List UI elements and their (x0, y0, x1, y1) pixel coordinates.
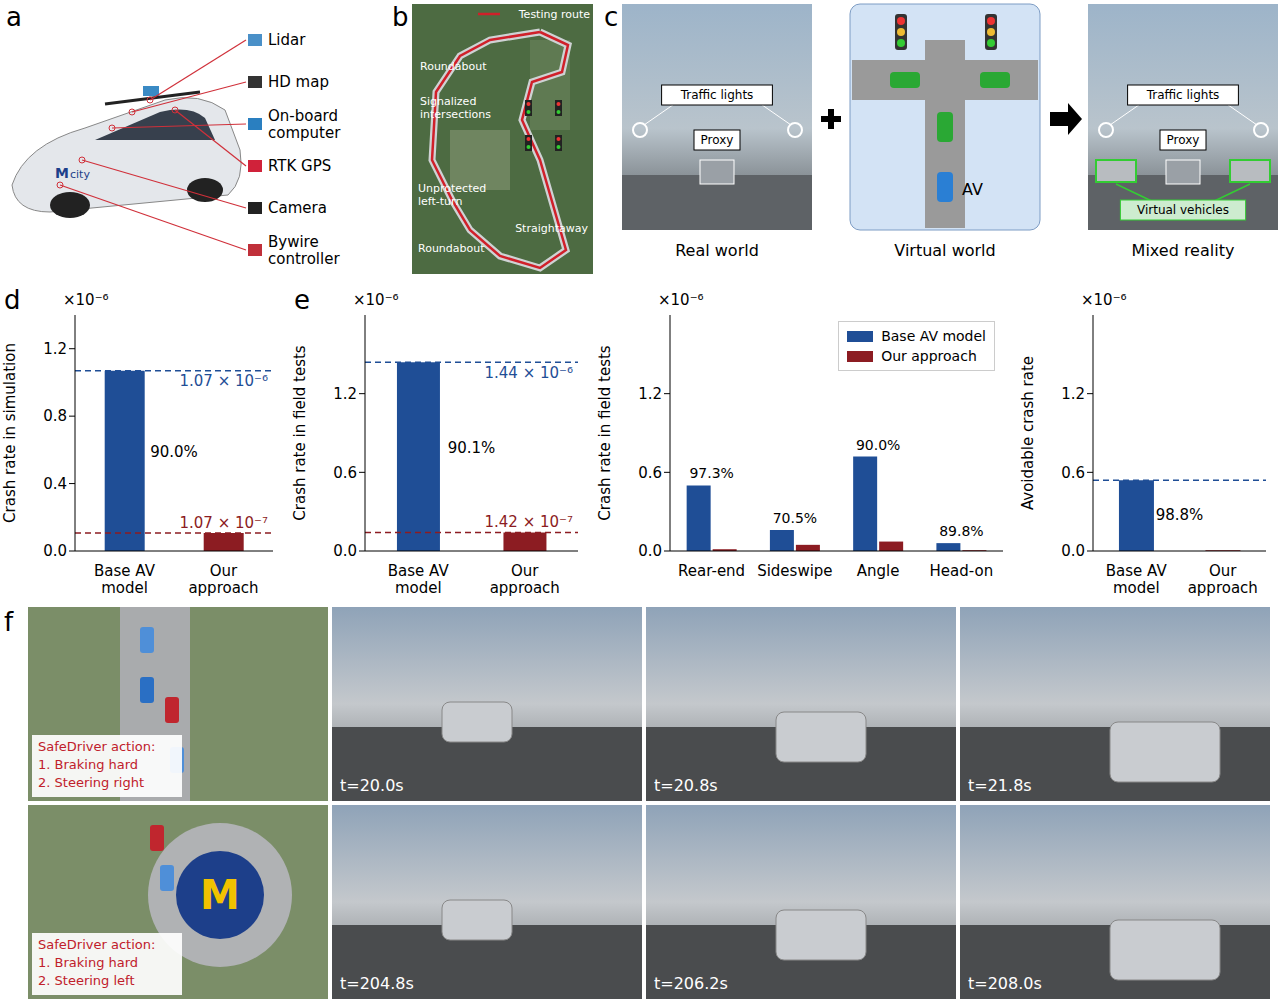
html-text:d: d (4, 285, 21, 315)
svg-text:Roundabout: Roundabout (418, 242, 485, 255)
svg-text:Ourapproach: Ourapproach (188, 562, 258, 597)
svg-text:Head-on: Head-on (930, 562, 994, 580)
html-text:Base AV model: Base AV model (881, 328, 986, 344)
svg-text:b: b (392, 2, 409, 32)
svg-text:M: M (200, 872, 240, 918)
svg-text:0.6: 0.6 (333, 464, 357, 482)
svg-text:Straightaway: Straightaway (515, 222, 588, 235)
html-text:×10⁻⁶: ×10⁻⁶ (63, 291, 109, 309)
svg-text:RTK GPS: RTK GPS (268, 157, 331, 175)
svg-text:Crash rate in simulation: Crash rate in simulation (1, 343, 19, 523)
svg-text:Traffic lights: Traffic lights (1146, 88, 1220, 102)
html-text:×10⁻⁶: ×10⁻⁶ (353, 291, 399, 309)
svg-text:0.0: 0.0 (333, 542, 357, 560)
svg-text:Real world: Real world (675, 241, 759, 260)
svg-text:Mixed reality: Mixed reality (1132, 241, 1235, 260)
svg-text:a: a (6, 2, 22, 32)
svg-text:1.44 × 10⁻⁶: 1.44 × 10⁻⁶ (484, 364, 573, 382)
svg-text:c: c (604, 2, 618, 32)
svg-text:SafeDriver action:1. Braking h: SafeDriver action:1. Braking hard2. Stee… (38, 739, 155, 790)
svg-text:Rear-end: Rear-end (678, 562, 745, 580)
html-text:Our approach: Our approach (881, 348, 977, 364)
svg-text:Traffic lights: Traffic lights (680, 88, 754, 102)
svg-text:1.2: 1.2 (43, 340, 67, 358)
svg-text:HD map: HD map (268, 73, 329, 91)
svg-text:1.2: 1.2 (333, 385, 357, 403)
svg-text:0.6: 0.6 (638, 464, 662, 482)
svg-text:M: M (55, 165, 69, 181)
svg-text:AV: AV (962, 180, 983, 199)
svg-text:Virtual world: Virtual world (894, 241, 995, 260)
svg-text:90.1%: 90.1% (448, 439, 496, 457)
svg-text:Proxy: Proxy (701, 133, 734, 147)
svg-text:Camera: Camera (268, 199, 327, 217)
svg-text:t=204.8s: t=204.8s (340, 974, 414, 993)
svg-text:On-boardcomputer: On-boardcomputer (268, 107, 341, 142)
svg-text:Base AVmodel: Base AVmodel (94, 562, 156, 597)
svg-text:Crash rate in field tests: Crash rate in field tests (596, 345, 614, 521)
svg-text:Crash rate in field tests: Crash rate in field tests (291, 345, 309, 521)
svg-text:0.0: 0.0 (1061, 542, 1085, 560)
html-text:×10⁻⁶: ×10⁻⁶ (658, 291, 704, 309)
svg-text:Ourapproach: Ourapproach (1188, 562, 1258, 597)
svg-text:1.2: 1.2 (638, 385, 662, 403)
svg-text:Base AVmodel: Base AVmodel (388, 562, 450, 597)
svg-text:1.07 × 10⁻⁶: 1.07 × 10⁻⁶ (179, 372, 268, 390)
svg-text:Angle: Angle (857, 562, 900, 580)
svg-text:1.42 × 10⁻⁷: 1.42 × 10⁻⁷ (484, 513, 573, 531)
svg-text:1.2: 1.2 (1061, 385, 1085, 403)
svg-text:t=208.0s: t=208.0s (968, 974, 1042, 993)
svg-text:0.8: 0.8 (43, 407, 67, 425)
svg-text:Ourapproach: Ourapproach (490, 562, 560, 597)
svg-text:f: f (4, 607, 14, 637)
svg-text:98.8%: 98.8% (1156, 506, 1204, 524)
svg-text:0.4: 0.4 (43, 475, 67, 493)
svg-text:Roundabout: Roundabout (420, 60, 487, 73)
svg-text:89.8%: 89.8% (939, 523, 983, 539)
svg-text:city: city (70, 168, 90, 181)
svg-text:Sideswipe: Sideswipe (757, 562, 832, 580)
svg-text:Bywirecontroller: Bywirecontroller (268, 233, 340, 268)
svg-text:Base AVmodel: Base AVmodel (1106, 562, 1168, 597)
svg-text:t=206.2s: t=206.2s (654, 974, 728, 993)
svg-text:t=20.0s: t=20.0s (340, 776, 404, 795)
svg-text:Proxy: Proxy (1167, 133, 1200, 147)
svg-text:90.0%: 90.0% (150, 443, 198, 461)
svg-text:Signalizedintersections: Signalizedintersections (420, 95, 491, 121)
svg-text:Virtual vehicles: Virtual vehicles (1137, 203, 1229, 217)
svg-text:Lidar: Lidar (268, 31, 306, 49)
svg-text:SafeDriver action:1. Braking h: SafeDriver action:1. Braking hard2. Stee… (38, 937, 155, 988)
svg-text:t=20.8s: t=20.8s (654, 776, 718, 795)
html-text:×10⁻⁶: ×10⁻⁶ (1081, 291, 1127, 309)
svg-text:Testing route: Testing route (518, 8, 590, 21)
svg-text:97.3%: 97.3% (689, 465, 733, 481)
svg-text:Unprotectedleft-turn: Unprotectedleft-turn (418, 182, 486, 208)
svg-text:70.5%: 70.5% (773, 510, 817, 526)
svg-text:Avoidable crash rate: Avoidable crash rate (1019, 356, 1037, 510)
html-text:e: e (294, 285, 310, 315)
svg-text:0.0: 0.0 (638, 542, 662, 560)
svg-text:90.0%: 90.0% (856, 437, 900, 453)
svg-text:t=21.8s: t=21.8s (968, 776, 1032, 795)
svg-text:0.0: 0.0 (43, 542, 67, 560)
svg-text:0.6: 0.6 (1061, 464, 1085, 482)
svg-text:1.07 × 10⁻⁷: 1.07 × 10⁻⁷ (179, 514, 268, 532)
